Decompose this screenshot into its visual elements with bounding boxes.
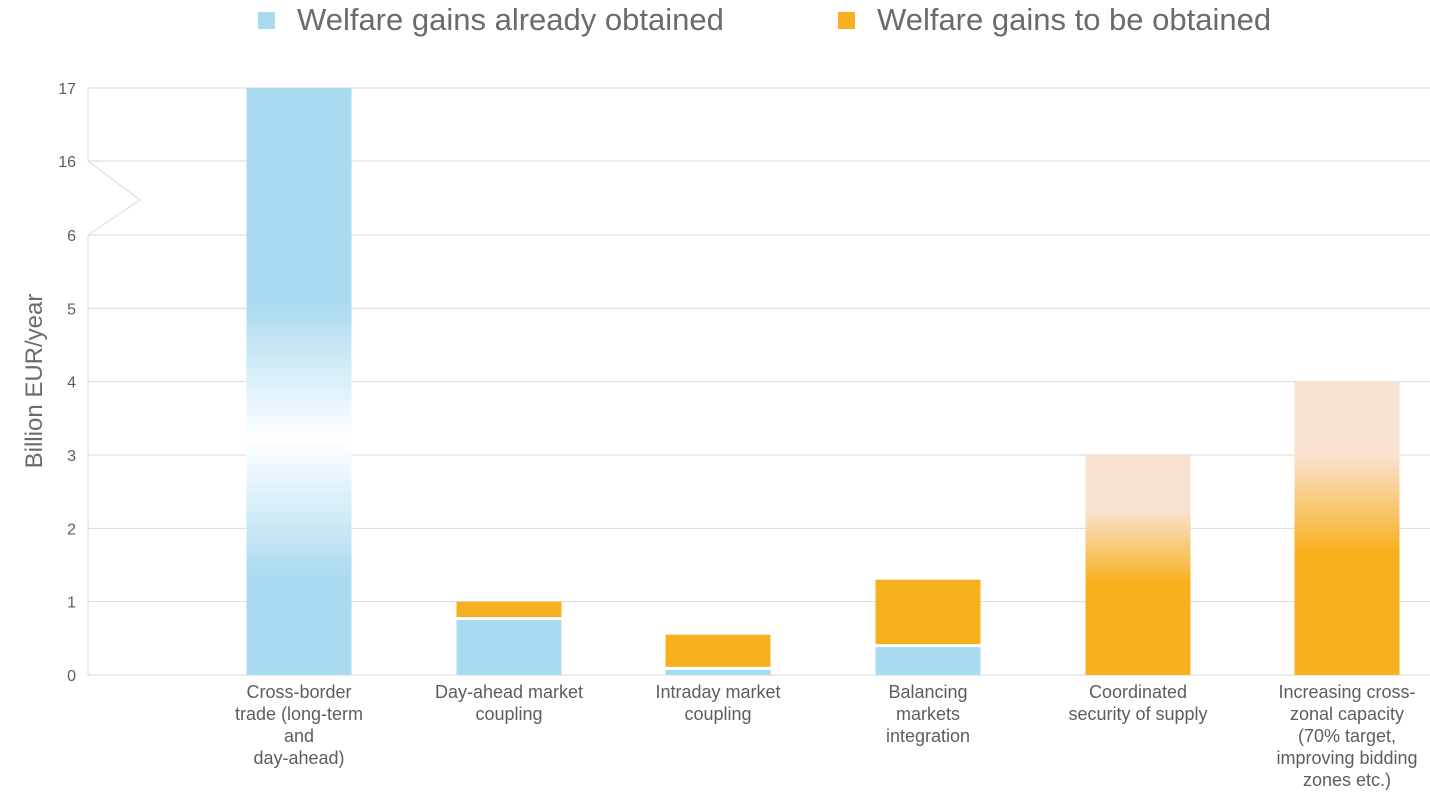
chart-legend: Welfare gains already obtained Welfare g… [0, 2, 1430, 42]
y-tick-4: 4 [67, 375, 76, 392]
bar-obtained-1 [456, 620, 562, 675]
bar-to-be-obtained-3 [875, 579, 981, 645]
bar-to-be-obtained-4 [1085, 455, 1191, 675]
y-tick-labels: 0 1 2 3 4 5 6 16 17 [58, 81, 76, 685]
y-tick-3: 3 [67, 448, 76, 465]
bar-obtained-0 [246, 88, 352, 675]
y-tick-1: 1 [67, 595, 76, 612]
y-tick-17: 17 [58, 81, 76, 98]
axis-break-marker [87, 160, 141, 236]
category-label-2: Intraday market coupling [655, 682, 780, 724]
category-label-0: Cross-border trade (long-term and day-ahead… [235, 682, 363, 768]
category-labels: Cross-border trade (long-term and day-ahead… [235, 682, 1418, 790]
legend-swatch-to-be-obtained [838, 11, 855, 29]
bars [246, 88, 1400, 675]
bar-obtained-2 [665, 669, 771, 675]
bar-to-be-obtained-5 [1294, 381, 1400, 675]
bar-to-be-obtained-1 [456, 601, 562, 618]
legend-item-obtained: Welfare gains already obtained [258, 2, 724, 38]
bar-to-be-obtained-2 [665, 634, 771, 667]
category-label-5: Increasing cross-zonal capacity (70% targ… [1276, 682, 1417, 790]
y-axis-title: Billion EUR/year [21, 294, 48, 469]
y-tick-16: 16 [58, 154, 76, 171]
category-label-3: Balancing markets integration [886, 682, 970, 746]
y-tick-5: 5 [67, 301, 76, 318]
category-label-1: Day-ahead market coupling [435, 682, 583, 724]
legend-item-to-be-obtained: Welfare gains to be obtained [838, 2, 1271, 38]
y-tick-2: 2 [67, 521, 76, 538]
legend-label-to-be-obtained: Welfare gains to be obtained [877, 2, 1272, 37]
y-tick-0: 0 [67, 668, 76, 685]
y-tick-6: 6 [67, 228, 76, 245]
category-label-4: Coordinated security of supply [1068, 682, 1207, 724]
bar-obtained-3 [875, 647, 981, 675]
legend-swatch-obtained [258, 11, 275, 29]
legend-label-obtained: Welfare gains already obtained [297, 2, 724, 37]
